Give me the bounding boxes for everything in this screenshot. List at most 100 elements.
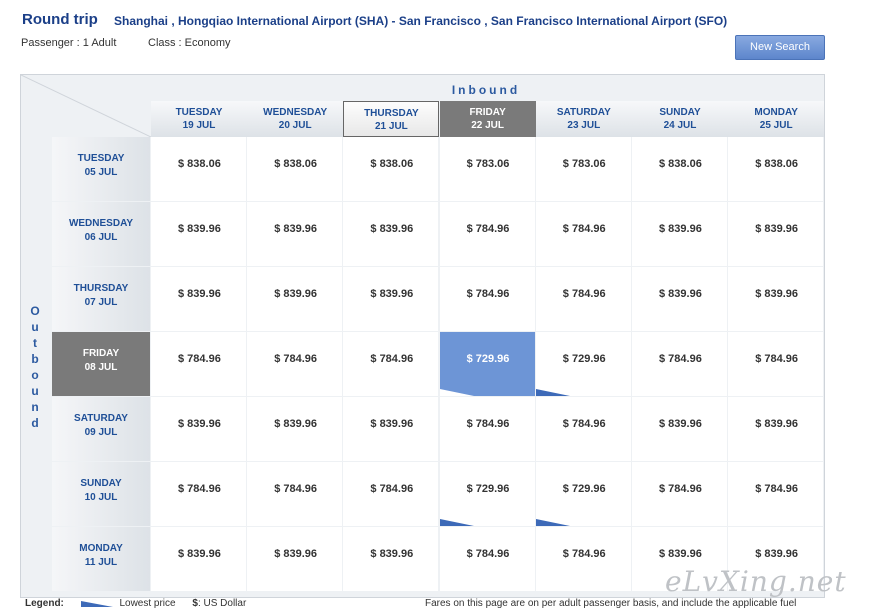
fare-cell[interactable]: $ 784.96 — [343, 462, 439, 526]
inbound-date-22-jul[interactable]: FRIDAY 22 JUL — [439, 101, 536, 137]
fare-price: $ 784.96 — [562, 418, 606, 430]
fare-cell[interactable]: $ 784.96 — [151, 332, 246, 396]
outbound-date-10-jul[interactable]: SUNDAY 10 JUL — [52, 462, 150, 526]
fare-price: $ 783.06 — [562, 158, 606, 170]
fare-cell[interactable]: $ 729.96 — [535, 462, 631, 526]
inbound-date-23-jul[interactable]: SATURDAY 23 JUL — [535, 101, 632, 137]
fare-cell[interactable]: $ 729.96 — [535, 332, 631, 396]
watermark-logo: eLvXing.net — [665, 565, 847, 598]
fare-cell[interactable]: $ 838.06 — [151, 137, 246, 201]
fare-cell[interactable]: $ 839.96 — [343, 527, 439, 591]
fare-cell[interactable]: $ 784.96 — [728, 462, 824, 526]
fare-price: $ 838.06 — [370, 158, 414, 170]
column-date: 22 JUL — [471, 120, 504, 131]
fare-cell[interactable]: $ 839.96 — [247, 397, 343, 461]
row-date: 11 JUL — [84, 557, 118, 568]
fare-cell[interactable]: $ 839.96 — [632, 202, 727, 266]
fare-cell[interactable]: $ 839.96 — [343, 202, 439, 266]
column-day: SATURDAY — [556, 107, 611, 118]
fare-cell[interactable]: $ 784.96 — [439, 202, 535, 266]
fare-note: Fares on this page are on per adult pass… — [425, 598, 797, 609]
fare-price: $ 784.96 — [274, 353, 318, 365]
fare-cell[interactable]: $ 784.96 — [343, 332, 439, 396]
fare-cell[interactable]: $ 783.06 — [535, 137, 631, 201]
fare-price: $ 784.96 — [659, 483, 702, 495]
lowest-price-icon — [535, 389, 570, 396]
fare-price: $ 784.96 — [370, 483, 414, 495]
fare-cell[interactable]: $ 839.96 — [343, 397, 439, 461]
fare-cell[interactable]: $ 839.96 — [151, 397, 246, 461]
inbound-date-19-jul[interactable]: TUESDAY 19 JUL — [151, 101, 247, 137]
fare-cell[interactable]: $ 839.96 — [728, 202, 824, 266]
fare-cell[interactable]: $ 838.06 — [247, 137, 343, 201]
fare-cell[interactable]: $ 839.96 — [151, 267, 246, 331]
fare-cell[interactable]: $ 839.96 — [632, 527, 727, 591]
fare-cell[interactable]: $ 839.96 — [632, 397, 727, 461]
fare-cell[interactable]: $ 784.96 — [535, 267, 631, 331]
column-day: SUNDAY — [659, 107, 701, 118]
fare-cell[interactable]: $ 839.96 — [728, 527, 824, 591]
fare-cell[interactable]: $ 839.96 — [728, 267, 824, 331]
fare-cell[interactable]: $ 839.96 — [632, 267, 727, 331]
fare-cell[interactable]: $ 839.96 — [247, 202, 343, 266]
fare-cell[interactable]: $ 784.96 — [728, 332, 824, 396]
fare-cell[interactable]: $ 784.96 — [535, 527, 631, 591]
fare-price: $ 839.96 — [178, 288, 221, 300]
fare-cell[interactable]: $ 838.06 — [343, 137, 439, 201]
fare-price: $ 839.96 — [370, 223, 414, 235]
fare-cell[interactable]: $ 784.96 — [439, 397, 535, 461]
fare-cell[interactable]: $ 838.06 — [728, 137, 824, 201]
fare-price: $ 839.96 — [274, 223, 318, 235]
fare-cell[interactable]: $ 784.96 — [439, 267, 535, 331]
fare-cell[interactable]: $ 839.96 — [151, 527, 246, 591]
fare-cell[interactable]: $ 783.06 — [439, 137, 535, 201]
inbound-date-21-jul[interactable]: THURSDAY 21 JUL — [343, 101, 440, 137]
fare-cell[interactable]: $ 729.96 — [439, 332, 535, 396]
fare-cell[interactable]: $ 784.96 — [439, 527, 535, 591]
fare-cell[interactable]: $ 784.96 — [632, 462, 727, 526]
inbound-date-25-jul[interactable]: MONDAY 25 JUL — [728, 101, 824, 137]
row-date: 05 JUL — [84, 167, 118, 178]
fare-cell[interactable]: $ 839.96 — [151, 202, 246, 266]
fare-price: $ 838.06 — [659, 158, 702, 170]
fare-price: $ 839.96 — [178, 418, 221, 430]
fare-cell[interactable]: $ 839.96 — [247, 527, 343, 591]
legend-title: Legend: — [25, 598, 64, 609]
fare-cell[interactable]: $ 729.96 — [439, 462, 535, 526]
column-date: 23 JUL — [567, 120, 601, 131]
fare-cell[interactable]: $ 784.96 — [247, 462, 343, 526]
fare-price: $ 839.96 — [370, 418, 414, 430]
new-search-button[interactable]: New Search — [735, 35, 825, 60]
fare-cell[interactable]: $ 784.96 — [535, 397, 631, 461]
lowest-price-icon — [439, 519, 474, 526]
class-info: Class : Economy — [148, 37, 231, 49]
outbound-date-11-jul[interactable]: MONDAY 11 JUL — [52, 527, 150, 591]
lowest-price-icon — [80, 601, 113, 608]
outbound-date-08-jul[interactable]: FRIDAY 08 JUL — [52, 332, 150, 396]
fare-cell[interactable]: $ 839.96 — [728, 397, 824, 461]
fare-cell[interactable]: $ 784.96 — [247, 332, 343, 396]
outbound-date-09-jul[interactable]: SATURDAY 09 JUL — [52, 397, 150, 461]
fare-price: $ 838.06 — [755, 158, 799, 170]
fare-price: $ 729.96 — [562, 353, 606, 365]
outbound-date-05-jul[interactable]: TUESDAY 05 JUL — [52, 137, 150, 201]
fare-price: $ 729.96 — [466, 483, 510, 495]
fare-cell[interactable]: $ 839.96 — [247, 267, 343, 331]
column-date: 20 JUL — [278, 120, 312, 131]
fare-cell[interactable]: $ 784.96 — [632, 332, 727, 396]
fare-cell[interactable]: $ 784.96 — [535, 202, 631, 266]
inbound-date-24-jul[interactable]: SUNDAY 24 JUL — [632, 101, 728, 137]
outbound-date-07-jul[interactable]: THURSDAY 07 JUL — [52, 267, 150, 331]
column-date: 19 JUL — [182, 120, 216, 131]
fare-cell[interactable]: $ 839.96 — [343, 267, 439, 331]
fare-cell[interactable]: $ 784.96 — [151, 462, 246, 526]
fare-cell[interactable]: $ 838.06 — [632, 137, 727, 201]
column-date: 25 JUL — [759, 120, 793, 131]
inbound-date-20-jul[interactable]: WEDNESDAY 20 JUL — [247, 101, 344, 137]
fare-price: $ 784.96 — [466, 288, 510, 300]
lowest-price-icon — [439, 389, 474, 396]
row-date: 06 JUL — [84, 232, 118, 243]
fare-price: $ 784.96 — [659, 353, 702, 365]
outbound-date-06-jul[interactable]: WEDNESDAY 06 JUL — [52, 202, 150, 266]
